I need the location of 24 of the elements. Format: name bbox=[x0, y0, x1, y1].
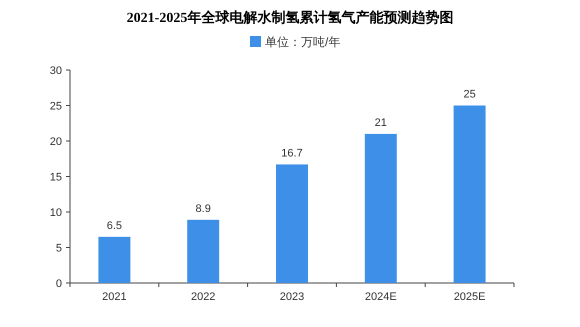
bar bbox=[276, 164, 308, 283]
x-tick-label: 2023 bbox=[280, 291, 304, 303]
data-label: 8.9 bbox=[196, 202, 211, 215]
y-tick-label: 15 bbox=[50, 172, 62, 184]
bar bbox=[98, 236, 130, 283]
chart-title: 2021-2025年全球电解水制氢累计氢气产能预测趋势图 bbox=[126, 9, 454, 26]
data-label: 6.5 bbox=[106, 220, 122, 232]
bar bbox=[454, 106, 486, 283]
x-tick-label: 2022 bbox=[190, 291, 216, 303]
x-tick-label: 2021 bbox=[102, 291, 127, 303]
y-tick-label: 30 bbox=[50, 65, 62, 77]
x-tick-label: 2024E bbox=[364, 291, 397, 303]
bar bbox=[364, 134, 397, 283]
legend-label: 单位：万吨/年 bbox=[265, 35, 340, 49]
data-label: 16.7 bbox=[281, 147, 303, 160]
y-tick-label: 25 bbox=[50, 100, 62, 112]
y-tick-label: 0 bbox=[56, 278, 62, 290]
x-tick-label: 2025E bbox=[454, 291, 486, 303]
y-tick-label: 20 bbox=[50, 136, 62, 148]
y-tick-label: 10 bbox=[50, 207, 62, 219]
data-label: 25 bbox=[463, 88, 476, 100]
bar bbox=[187, 220, 220, 283]
data-label: 21 bbox=[374, 116, 387, 129]
y-tick-label: 5 bbox=[56, 242, 62, 254]
